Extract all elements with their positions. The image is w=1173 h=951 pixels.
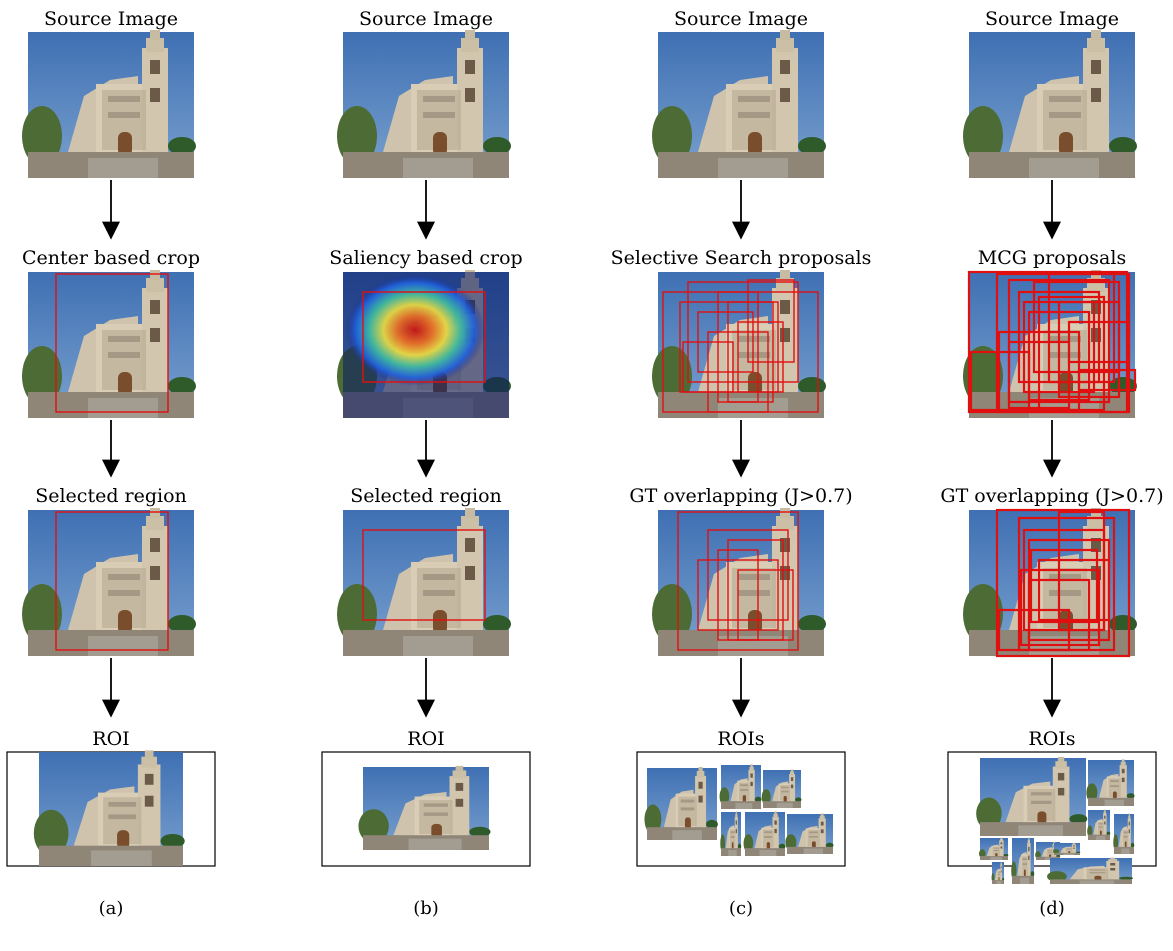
region-box: [995, 508, 1131, 658]
region-box: [997, 608, 1071, 652]
region-box: [1029, 548, 1099, 624]
saliency-heatmap: [345, 274, 485, 386]
region-box: [55, 273, 169, 413]
source-image: [22, 30, 196, 178]
stage-label: Selected region: [35, 485, 187, 507]
stage-label: ROIs: [717, 728, 764, 750]
stage-label: GT overlapping (J>0.7): [629, 485, 852, 507]
stage-label: Center based crop: [22, 247, 200, 269]
roi-thumbnail: [743, 811, 786, 856]
roi-thumbnail: [1053, 842, 1081, 855]
stage-label: GT overlapping (J>0.7): [940, 485, 1163, 507]
region-box: [1007, 340, 1071, 410]
region-box: [747, 279, 795, 363]
stage-label: Source Image: [359, 8, 493, 30]
region-box: [687, 281, 799, 383]
region-box: [1057, 510, 1106, 632]
source-image: [963, 30, 1137, 178]
stage-label: Selected region: [350, 485, 502, 507]
region-box: [737, 569, 794, 641]
region-box: [737, 321, 784, 393]
region-box: [1047, 272, 1116, 384]
roi-thumbnail: [978, 837, 1009, 860]
region-box: [1037, 558, 1111, 622]
selected-image: [337, 508, 511, 656]
roi-thumbnail: [785, 813, 834, 854]
roi-content: [33, 750, 185, 866]
region-box: [1057, 300, 1121, 399]
roi-thumbnail: [761, 769, 802, 808]
stage-label: MCG proposals: [978, 247, 1126, 269]
region-box: [362, 291, 486, 383]
proposal-image: [337, 270, 511, 418]
region-box: [707, 331, 769, 413]
stage-label: Selective Search proposals: [611, 247, 872, 269]
region-box: [727, 301, 774, 403]
region-box: [1037, 295, 1106, 412]
roi-thumbnail: [976, 756, 1088, 836]
region-box: [55, 511, 169, 651]
proposal-image: [22, 270, 196, 418]
selected-image: [22, 508, 196, 656]
stage-label: ROIs: [1028, 728, 1075, 750]
stage-label: ROI: [92, 728, 129, 750]
roi-thumbnail: [991, 861, 1005, 884]
column-a: Source Image Center based crop Selected re…: [6, 8, 216, 919]
stage-label: Source Image: [44, 8, 178, 30]
region-box: [707, 529, 789, 621]
column-d: Source Image MCG proposals GT overlapping …: [940, 8, 1163, 919]
selected-image: [652, 508, 826, 656]
region-box: [1077, 368, 1137, 392]
region-box: [677, 511, 799, 651]
panel-caption: (a): [99, 898, 124, 919]
region-box: [362, 529, 486, 621]
roi-thumbnail: [33, 750, 185, 866]
source-image: [652, 30, 826, 178]
stage-label: Source Image: [985, 8, 1119, 30]
panel-caption: (c): [729, 898, 753, 919]
column-c: Source Image Selective Search proposals GT…: [611, 8, 872, 919]
column-b: Source Image Saliency based crop Selected …: [321, 8, 531, 919]
roi-thumbnail: [358, 765, 491, 850]
proposal-image: [963, 270, 1137, 418]
panel-caption: (d): [1039, 898, 1065, 919]
stage-label: ROI: [407, 728, 444, 750]
region-box: [1067, 320, 1131, 364]
source-image: [337, 30, 511, 178]
roi-thumbnail: [1047, 857, 1133, 884]
roi-thumbnail: [720, 811, 742, 856]
stage-label: Saliency based crop: [329, 247, 522, 269]
roi-thumbnail: [1011, 837, 1035, 884]
selected-image: [963, 508, 1137, 658]
region-box: [969, 350, 1031, 412]
roi-thumbnail: [1087, 809, 1111, 840]
proposal-image: [652, 270, 826, 418]
roi-thumbnail: [1086, 759, 1135, 806]
panel-caption: (b): [413, 898, 439, 919]
roi-thumbnail: [644, 767, 718, 840]
roi-thumbnail: [1113, 813, 1135, 854]
roi-content: [358, 765, 491, 850]
stage-label: Source Image: [674, 8, 808, 30]
roi-thumbnail: [719, 764, 762, 809]
